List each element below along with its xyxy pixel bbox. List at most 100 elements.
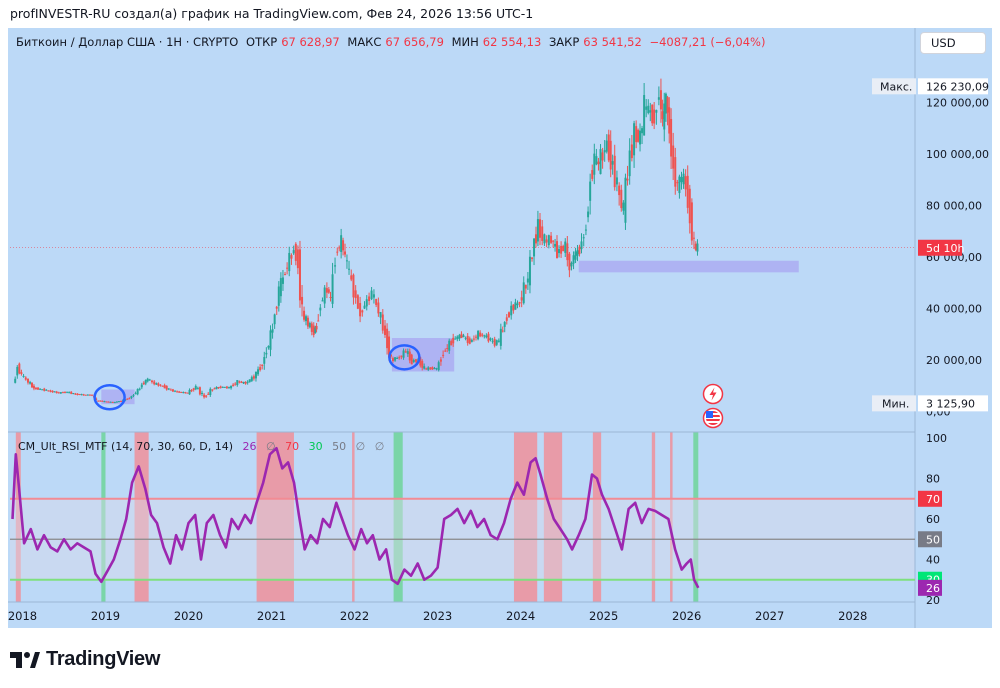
- indicator-value-empty-3: ∅: [374, 440, 385, 453]
- time-axis-ticks: 2018 2019 2020 2021 2022 2023 2024 2025 2026 2027…: [8, 609, 868, 623]
- candle-body: [82, 394, 85, 396]
- indicator-name[interactable]: CM_Ult_RSI_MTF (14, 70, 30, 60, D, 14): [18, 440, 233, 453]
- highlight-circle: [388, 344, 421, 371]
- candle-body: [437, 362, 440, 371]
- candle-body: [576, 250, 579, 256]
- candle-body: [31, 382, 34, 388]
- candle-body: [682, 173, 685, 185]
- candle-body: [153, 381, 156, 385]
- currency-button[interactable]: USD: [920, 32, 986, 54]
- candle-body: [528, 256, 531, 286]
- candle-body: [435, 368, 438, 370]
- candle-body: [140, 384, 143, 388]
- candle-body: [171, 389, 174, 392]
- candle-body: [433, 368, 436, 370]
- indicator-value-mid: 50: [332, 440, 347, 453]
- candle-body: [356, 295, 359, 309]
- highlight-circle: [93, 383, 126, 411]
- candle-body: [99, 400, 102, 402]
- candle-body: [190, 390, 193, 392]
- candle-body: [61, 392, 64, 394]
- candle-body: [192, 388, 195, 391]
- candle-body: [501, 330, 504, 332]
- indicator-value-rsi: 26: [242, 440, 257, 453]
- candle-body: [562, 245, 565, 252]
- candle-body: [400, 355, 403, 357]
- candle-body: [645, 106, 648, 110]
- candle-body: [80, 394, 83, 396]
- indicator-legend[interactable]: CM_Ult_RSI_MTF (14, 70, 30, 60, D, 14) 2…: [18, 440, 390, 453]
- candle-body: [22, 375, 25, 377]
- candle-body: [303, 310, 306, 320]
- candle-body: [622, 202, 625, 211]
- candle-body: [655, 110, 658, 113]
- candle-body: [290, 255, 293, 259]
- candle-body: [663, 103, 666, 130]
- candle-body: [641, 128, 644, 134]
- candle-body: [242, 381, 245, 384]
- candle-body: [425, 368, 428, 370]
- candle-body: [639, 130, 642, 145]
- rsi-tick-label: 100: [926, 432, 947, 445]
- candle-body: [611, 161, 614, 165]
- candle-body: [497, 340, 500, 342]
- rsi-series: [11, 446, 700, 589]
- candle-body: [86, 394, 89, 396]
- rsi-tick-label: 40: [926, 554, 940, 567]
- candle-body: [159, 384, 162, 386]
- candle-body: [132, 395, 135, 397]
- candle-body: [491, 340, 494, 342]
- candle-body: [334, 265, 337, 267]
- candle-body: [117, 401, 120, 403]
- candle-body: [319, 307, 322, 311]
- candle-body: [599, 149, 602, 175]
- candle-body: [450, 341, 453, 346]
- candle-body: [538, 219, 541, 238]
- tradingview-logo-icon: [10, 651, 40, 668]
- candle-body: [148, 379, 151, 381]
- time-tick-label: 2027: [755, 609, 784, 623]
- candle-body: [327, 289, 330, 293]
- candle-body: [219, 386, 222, 388]
- candle-body: [286, 267, 289, 269]
- candle-body: [572, 255, 575, 264]
- symbol-name[interactable]: Биткоин / Доллар США · 1Н · CRYPTO: [16, 35, 239, 49]
- candle-body: [680, 177, 683, 183]
- candle-body: [649, 110, 652, 113]
- candle-body: [261, 364, 264, 366]
- candle-body: [281, 277, 284, 284]
- candle-body: [338, 247, 341, 249]
- candle-body: [292, 250, 295, 254]
- candle-body: [545, 239, 548, 243]
- candle-body: [444, 350, 447, 352]
- candle-body: [647, 105, 650, 114]
- overbought-band: [15, 432, 21, 602]
- candle-body: [464, 337, 467, 339]
- candle-body: [169, 389, 172, 391]
- candle-body: [672, 145, 675, 169]
- tradingview-logo[interactable]: TradingView: [10, 648, 160, 671]
- candle-body: [363, 305, 366, 309]
- candle-body: [271, 329, 274, 333]
- candle-body: [499, 328, 502, 346]
- candle-body: [566, 243, 569, 261]
- candle-body: [232, 384, 235, 387]
- candle-body: [345, 260, 348, 262]
- candle-body: [597, 161, 600, 165]
- candle-body: [439, 359, 442, 362]
- candle-body: [379, 312, 382, 318]
- candle-body: [207, 393, 210, 395]
- candle-body: [620, 189, 623, 209]
- time-tick-label: 2028: [838, 609, 867, 623]
- time-tick-label: 2018: [8, 609, 37, 623]
- candle-body: [74, 393, 77, 395]
- candle-body: [284, 274, 287, 276]
- chart-area[interactable]: [8, 28, 992, 628]
- time-tick-label: 2019: [91, 609, 120, 623]
- candle-body: [174, 390, 177, 392]
- price-tick-label: 100 000,00: [926, 148, 989, 161]
- candle-body: [234, 383, 237, 385]
- candle-body: [105, 401, 108, 403]
